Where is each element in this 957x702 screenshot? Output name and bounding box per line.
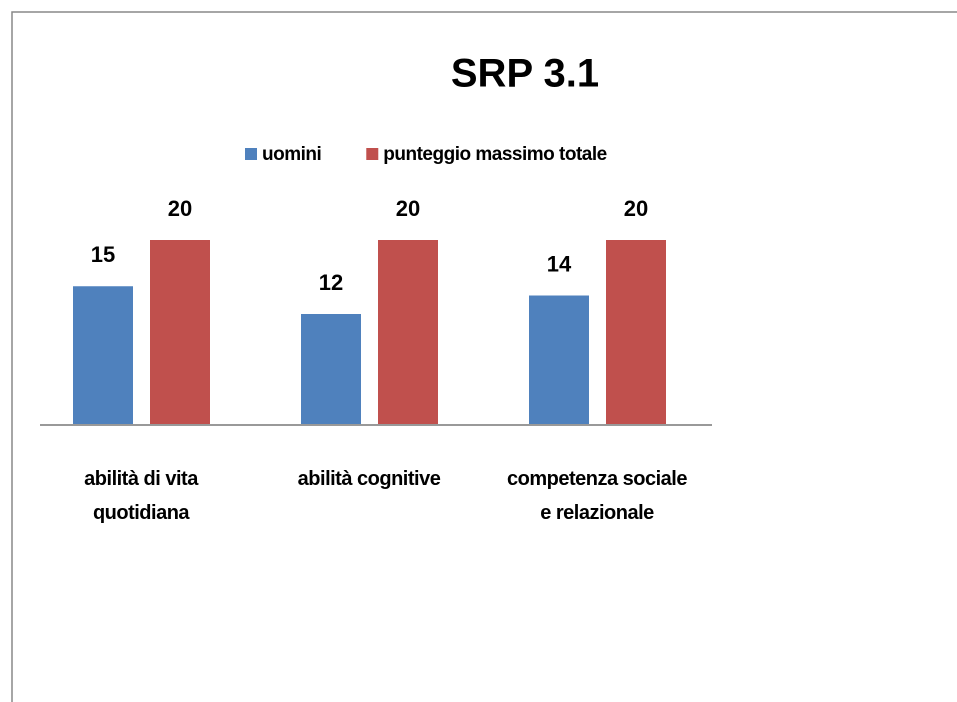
legend-label: uomini <box>262 144 321 165</box>
x-tick-label: competenza sociale e relazionale <box>507 468 687 524</box>
data-label: 12 <box>319 270 343 295</box>
bar <box>529 295 589 425</box>
x-tick-label: abilità cognitive <box>297 468 441 490</box>
x-tick-label: abilità di vita quotidiana <box>84 468 198 524</box>
data-label: 20 <box>168 196 192 221</box>
legend-swatch <box>245 148 257 160</box>
chart-title: SRP 3.1 <box>451 52 599 96</box>
bar <box>73 286 133 425</box>
bar <box>606 240 666 425</box>
legend-swatch <box>366 148 379 160</box>
bar <box>150 240 210 425</box>
data-label: 20 <box>624 196 648 221</box>
chart-border <box>11 11 957 702</box>
bar <box>378 240 438 425</box>
data-label: 20 <box>396 196 420 221</box>
data-label: 14 <box>547 251 572 276</box>
legend-label: punteggio massimo totale <box>383 144 606 165</box>
bar <box>301 314 361 425</box>
data-label: 15 <box>91 242 115 267</box>
